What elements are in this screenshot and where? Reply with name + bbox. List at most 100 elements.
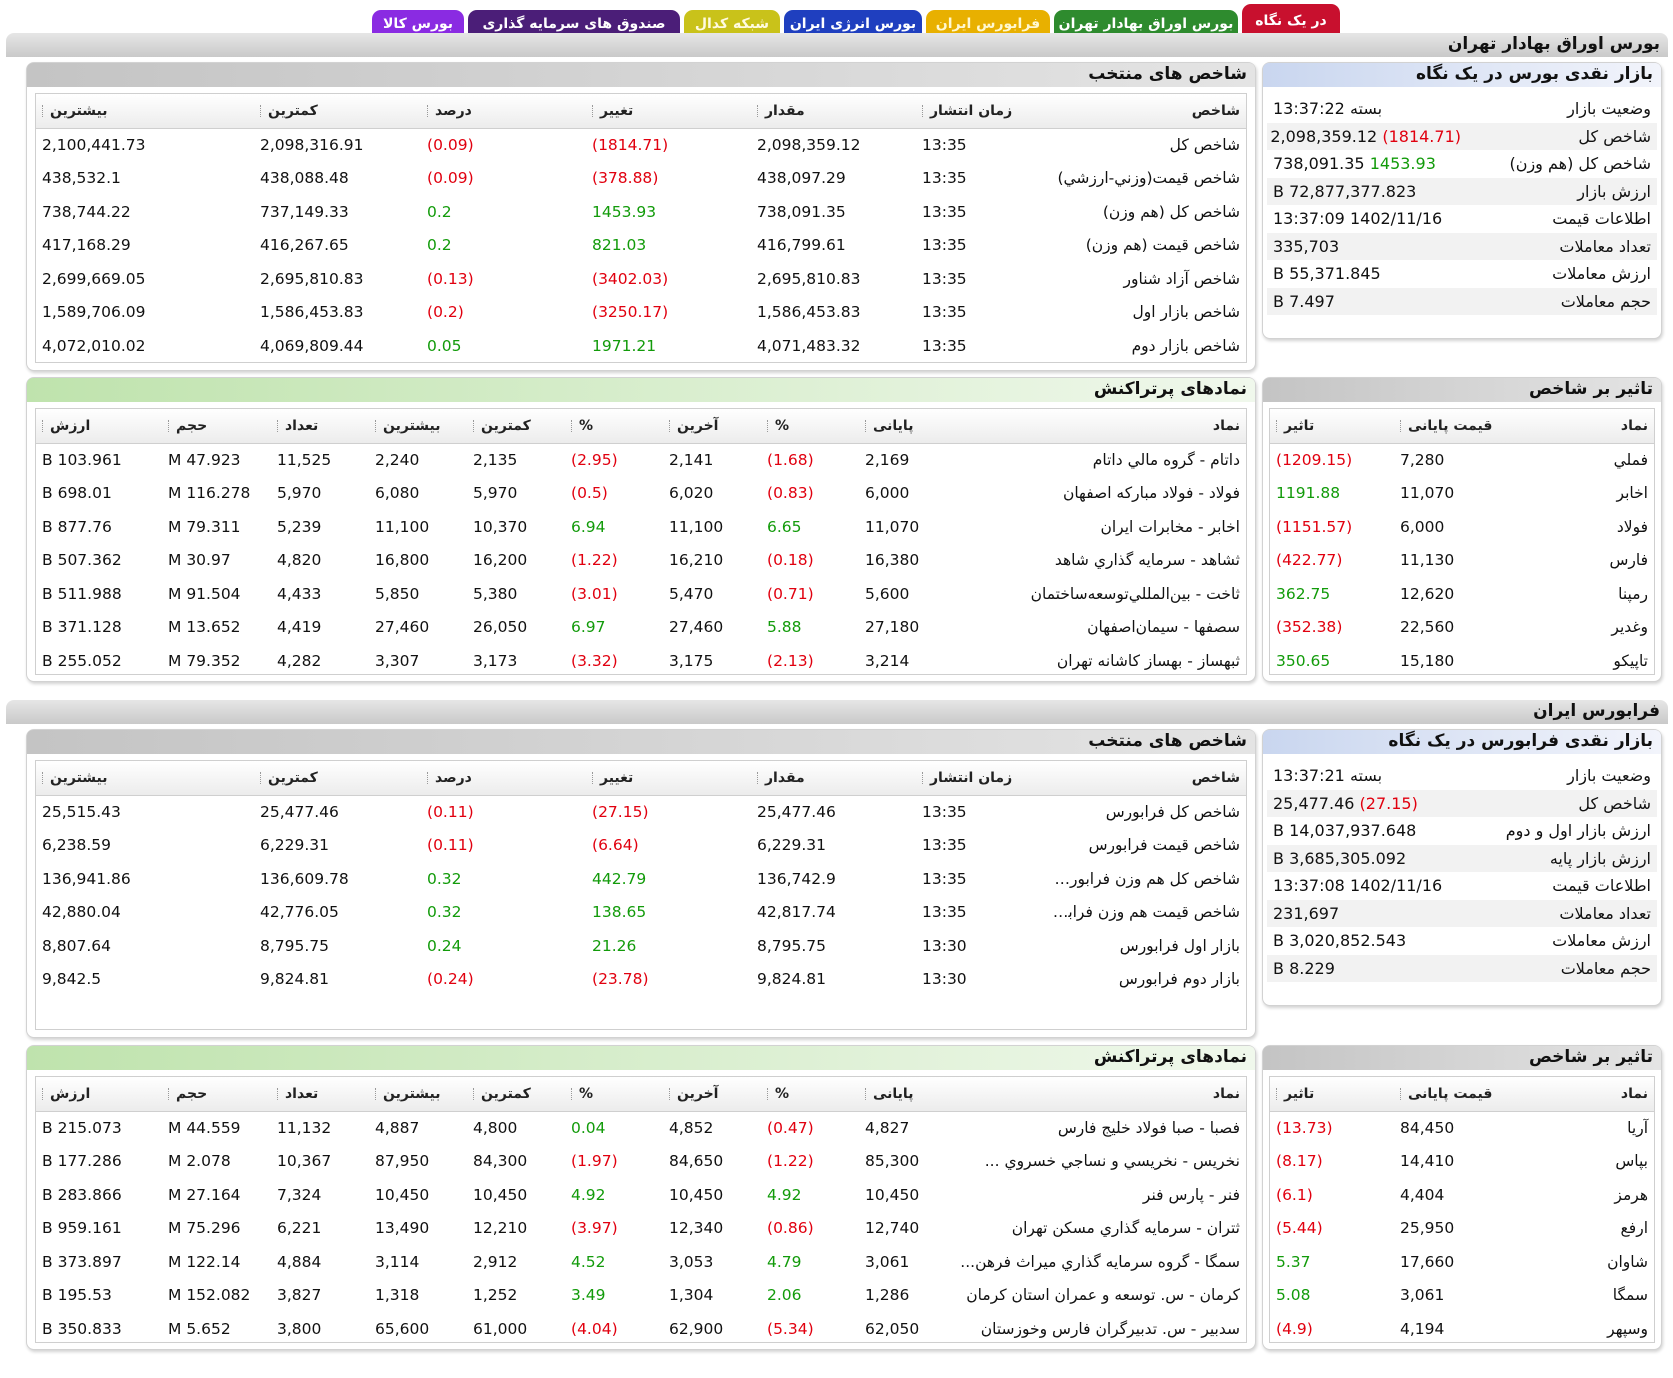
column-header[interactable]: آخرین xyxy=(663,409,761,444)
column-header[interactable]: نماد xyxy=(1524,409,1654,444)
overview-value-cell: 335,703 xyxy=(1267,232,1467,260)
table-row[interactable]: شاخص بازار دوم 13:35 4,071,483.32 1971.21 0.… xyxy=(36,329,1246,363)
column-header[interactable]: ارزش xyxy=(36,409,162,444)
table-row[interactable]: شاوان 17,660 5.37 xyxy=(1270,1245,1654,1279)
table-row[interactable]: شاخص بازار اول 13:35 1,586,453.83 (3250.17)… xyxy=(36,296,1246,330)
column-header[interactable]: مقدار xyxy=(751,761,916,796)
table-row[interactable]: شاخص قیمت (هم وزن) 13:35 416,799.61 821.03 0… xyxy=(36,229,1246,263)
table-row[interactable]: نخريس - نخريسي و نساجي خسروي ... 85,300 (1… xyxy=(36,1145,1246,1179)
column-header[interactable]: بیشترین xyxy=(369,409,467,444)
table-row[interactable]: كرمان - س. توسعه و عمران استان كرمان 1,28… xyxy=(36,1279,1246,1313)
table-row[interactable]: اخابر - مخابرات ايران 11,070 6.65 11,100 6.9… xyxy=(36,510,1246,544)
table-row[interactable]: تاپيكو 15,180 350.65 xyxy=(1270,644,1654,678)
table-row[interactable]: شاخص کل هم وزن فرابورس 13:35 136,742.9 442.… xyxy=(36,862,1246,896)
table-row[interactable]: بپاس 14,410 (8.17) xyxy=(1270,1145,1654,1179)
column-header[interactable]: % xyxy=(565,409,663,444)
column-header[interactable]: زمان انتشار xyxy=(916,94,1046,129)
column-header[interactable]: ارزش xyxy=(36,1077,162,1112)
column-header[interactable]: بیشترین xyxy=(36,761,254,796)
column-header[interactable]: نماد xyxy=(951,409,1246,444)
table-row[interactable]: شاخص کل فرابورس 13:35 25,477.46 (27.15) (0.1… xyxy=(36,795,1246,829)
column-header[interactable]: تاثیر xyxy=(1270,1077,1394,1112)
column-header[interactable]: % xyxy=(761,409,859,444)
column-separator xyxy=(1400,419,1402,432)
column-header[interactable]: زمان انتشار xyxy=(916,761,1046,796)
table-row[interactable]: هرمز 4,404 (6.1) xyxy=(1270,1178,1654,1212)
table-row[interactable]: سمگا - گروه سرمايه گذاري ميراث فرهن... 3,… xyxy=(36,1245,1246,1279)
table-row[interactable]: رمپنا 12,620 362.75 xyxy=(1270,577,1654,611)
column-header[interactable]: قیمت پایانی xyxy=(1394,1077,1524,1112)
column-header[interactable]: قیمت پایانی xyxy=(1394,409,1524,444)
column-header[interactable]: پایانی xyxy=(859,409,951,444)
table-row[interactable]: شاخص قیمت هم وزن فرابو... 13:35 42,817.74 1… xyxy=(36,896,1246,930)
column-header[interactable]: % xyxy=(565,1077,663,1112)
active-close: 3,214 xyxy=(865,651,910,670)
column-header[interactable]: حجم xyxy=(162,409,271,444)
table-row[interactable]: شاخص آزاد شناور 13:35 2,695,810.83 (3402.03… xyxy=(36,262,1246,296)
table-row[interactable]: ارفع 25,950 (5.44) xyxy=(1270,1212,1654,1246)
table-row[interactable]: ثاخت - بين‌المللي‌توسعه‌ساختمان 5,600 (0.7… xyxy=(36,577,1246,611)
table-row[interactable]: شاخص کل (هم وزن) 13:35 738,091.35 1453.93 0.… xyxy=(36,195,1246,229)
column-header[interactable]: کمترین xyxy=(254,761,421,796)
column-header[interactable]: بیشترین xyxy=(36,94,254,129)
table-row[interactable]: سدبير - س. تدبيرگران فارس وخوزستان 62,050… xyxy=(36,1312,1246,1346)
index-time: 13:35 xyxy=(922,803,967,821)
panel-title-bar: شاخص های منتخب xyxy=(27,730,1255,754)
table-row[interactable]: آريا 84,450 (13.73) xyxy=(1270,1111,1654,1145)
tab-at-a-glance[interactable]: در یک نگاه xyxy=(1242,4,1340,38)
table-row[interactable]: فولاد 6,000 (1151.57) xyxy=(1270,510,1654,544)
table-row[interactable]: بازار دوم فرابورس 13:30 9,824.81 (23.78) (0.… xyxy=(36,963,1246,997)
table-row[interactable]: سمگا 3,061 5.08 xyxy=(1270,1279,1654,1313)
column-header[interactable]: نماد xyxy=(951,1077,1246,1112)
active-count: 4,820 xyxy=(277,551,322,570)
table-row[interactable]: ثشاهد - سرمايه گذاري شاهد 16,380 (0.18) 16,… xyxy=(36,544,1246,578)
overview-label: ارزش بازار اول و دوم xyxy=(1505,821,1651,841)
table-row[interactable]: ثبهساز - بهساز كاشانه تهران 3,214 (2.13) 3,… xyxy=(36,644,1246,678)
table-row[interactable]: فولاد - فولاد مباركه اصفهان 6,000 (0.83) 6,… xyxy=(36,477,1246,511)
column-header[interactable]: حجم xyxy=(162,1077,271,1112)
active-last: 3,053 xyxy=(669,1252,714,1271)
overview-value: 1402/11/16 13:37:08 xyxy=(1273,876,1443,896)
column-header[interactable]: کمترین xyxy=(467,409,565,444)
column-header[interactable]: بیشترین xyxy=(369,1077,467,1112)
table-row[interactable]: شاخص کل 13:35 2,098,359.12 (1814.71) (0.09) 2… xyxy=(36,128,1246,162)
column-header[interactable]: تغییر xyxy=(586,761,751,796)
column-header[interactable]: تاثیر xyxy=(1270,409,1394,444)
active-value: 698.01 B xyxy=(42,484,112,503)
table-row[interactable]: ثتران - سرمايه گذاري مسكن تهران 12,740 (0.… xyxy=(36,1212,1246,1246)
index-value: 8,795.75 xyxy=(757,936,827,955)
table-header-row: نماد پایانی% آخرین% کمترین بیشترین تعداد حجم ار… xyxy=(36,409,1246,444)
table-row[interactable]: اخابر 11,070 1191.88 xyxy=(1270,477,1654,511)
table-row[interactable]: شاخص قیمت فرابورس 13:35 6,229.31 (6.64) (0.1… xyxy=(36,829,1246,863)
table-row[interactable]: شاخص قیمت(وزني-ارزشي) 13:35 438,097.29 (378… xyxy=(36,162,1246,196)
table-row[interactable]: فصبا - صبا فولاد خليج فارس 4,827 (0.47) 4,8… xyxy=(36,1111,1246,1145)
column-header[interactable]: آخرین xyxy=(663,1077,761,1112)
column-header[interactable]: تغییر xyxy=(586,94,751,129)
column-header[interactable]: شاخص xyxy=(1046,94,1246,129)
column-separator xyxy=(592,771,594,784)
column-header-label: پایانی xyxy=(873,1085,914,1102)
column-header[interactable]: تعداد xyxy=(271,1077,369,1112)
column-header[interactable]: مقدار xyxy=(751,94,916,129)
active-value: 103.961 B xyxy=(42,451,122,469)
column-header-label: زمان انتشار xyxy=(930,102,1013,119)
table-row[interactable]: داتام - گروه مالي داتام 2,169 (1.68) 2,141 (… xyxy=(36,443,1246,477)
column-header[interactable]: کمترین xyxy=(254,94,421,129)
column-header[interactable]: % xyxy=(761,1077,859,1112)
table-row[interactable]: فارس 11,130 (422.77) xyxy=(1270,544,1654,578)
column-header-label: تعداد xyxy=(285,417,319,434)
column-header[interactable]: درصد xyxy=(421,94,586,129)
column-header[interactable]: نماد xyxy=(1524,1077,1654,1112)
table-row[interactable]: بازار اول فرابورس 13:30 8,795.75 21.26 0.24 8… xyxy=(36,929,1246,963)
column-header[interactable]: شاخص xyxy=(1046,761,1246,796)
table-row[interactable]: فملي 7,280 (1209.15) xyxy=(1270,443,1654,477)
column-separator xyxy=(168,419,170,432)
table-row[interactable]: فنر - پارس فنر 10,450 4.92 10,450 4.92 10,450… xyxy=(36,1178,1246,1212)
table-row[interactable]: وسپهر 4,194 (4.9) xyxy=(1270,1312,1654,1346)
table-row[interactable]: سصفها - سيمان‌اصفهان 27,180 5.88 27,460 6.97… xyxy=(36,611,1246,645)
column-header[interactable]: درصد xyxy=(421,761,586,796)
table-row[interactable]: وغدير 22,560 (352.38) xyxy=(1270,611,1654,645)
column-header[interactable]: پایانی xyxy=(859,1077,951,1112)
column-header[interactable]: کمترین xyxy=(467,1077,565,1112)
column-header[interactable]: تعداد xyxy=(271,409,369,444)
